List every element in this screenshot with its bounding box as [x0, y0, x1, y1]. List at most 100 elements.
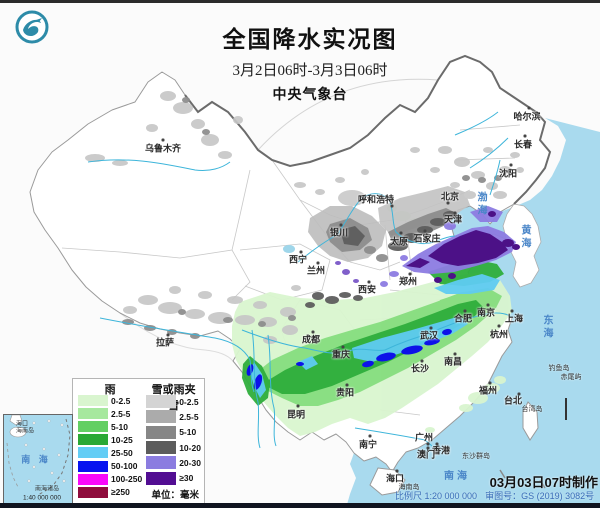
map-scale: 比例尺 1:20 000 000 — [395, 491, 478, 501]
city-dot — [429, 326, 433, 330]
legend-rain-column: 雨 0-2.5 2.5-5 5-10 10-25 25-50 50-100 100-250 ≥… — [78, 381, 142, 499]
city-label: 西宁 — [288, 254, 308, 265]
rivers — [87, 111, 513, 449]
inset-map — [4, 415, 72, 503]
island-label: 钓鱼岛 — [548, 365, 570, 372]
city-dot — [517, 392, 521, 396]
legend-swatch — [78, 421, 108, 433]
date-range: 3月2日06时-3月3日06时 — [232, 63, 388, 79]
city-dot — [166, 333, 170, 337]
city-label: 贵阳 — [335, 387, 355, 398]
city-label: 长春 — [513, 139, 533, 150]
city-label: 福州 — [478, 385, 498, 396]
city-label: 南京 — [476, 307, 496, 318]
city-dot — [395, 469, 399, 473]
legend-row: 0-2.5 — [146, 394, 201, 409]
city-dot — [341, 345, 345, 349]
city-label: 银川 — [329, 227, 349, 238]
city-dot — [509, 163, 513, 167]
city-dot — [299, 250, 303, 254]
city-dot — [368, 434, 372, 438]
map-meta: 比例尺 1:20 000 000 审图号：GS (2019) 3082号 — [395, 489, 600, 502]
city-dot — [339, 223, 343, 227]
city-dot — [399, 231, 403, 235]
island-label: 海南岛 — [398, 484, 420, 491]
legend-value: 2.5-5 — [111, 408, 131, 419]
inset-label: 海口 — [15, 421, 29, 428]
legend-snow-header: 雪或雨夹雪 — [151, 384, 196, 412]
legend-row: 10-25 — [78, 433, 142, 446]
sleet-30-layer — [406, 211, 520, 283]
city-label: 天津 — [443, 214, 463, 225]
city-label: 成都 — [301, 334, 321, 345]
legend-swatch — [146, 441, 177, 455]
taiwan-island — [522, 401, 539, 441]
city-dot — [367, 280, 371, 284]
legend-rain-header: 雨 — [104, 384, 116, 396]
legend-value: 10-25 — [111, 434, 133, 445]
island-label: 赤尾屿 — [560, 374, 582, 381]
legend-row: 50-100 — [78, 459, 142, 472]
legend-value: ≥30 — [179, 473, 194, 484]
city-label: 广州 — [414, 432, 434, 443]
city-dot — [497, 324, 501, 328]
map-approval-number: 审图号：GS (2019) 3082号 — [485, 491, 595, 501]
city-label: 太原 — [389, 236, 409, 247]
city-label: 香港 — [431, 445, 451, 456]
city-dot — [435, 442, 439, 446]
legend-swatch — [78, 447, 108, 459]
legend-value: 5-10 — [179, 427, 197, 438]
legend-row: 2.5-5 — [78, 407, 142, 420]
scs-dashes — [499, 469, 546, 489]
legend-row: 25-50 — [78, 446, 142, 459]
city-dot — [453, 352, 457, 356]
city-dot — [345, 383, 349, 387]
city-label: 南宁 — [358, 439, 378, 450]
city-label: 上海 — [504, 313, 524, 324]
hainan-island — [369, 467, 406, 496]
legend-unit: 单位：毫米 — [151, 491, 199, 501]
city-dot — [316, 261, 320, 265]
rain-50-100-layer — [246, 328, 452, 390]
bottom-bar — [0, 503, 600, 508]
city-dot — [426, 442, 430, 446]
city-dot — [446, 201, 450, 205]
city-dot — [161, 138, 165, 142]
legend-row: 20-30 — [146, 455, 201, 470]
city-label: 石家庄 — [413, 233, 441, 244]
inset-label: 南海诸岛 — [34, 486, 60, 493]
national-border — [184, 54, 552, 205]
cma-logo — [14, 9, 50, 45]
sea-label: 东 海 — [543, 315, 557, 340]
city-dot — [527, 106, 531, 110]
legend-row: 5-10 — [146, 425, 201, 440]
agency-name: 中央气象台 — [272, 86, 348, 102]
legend-row: ≥30 — [146, 470, 201, 485]
island-label: 台湾岛 — [521, 406, 543, 413]
top-bar — [0, 0, 600, 3]
legend-value: 50-100 — [111, 461, 138, 472]
city-dot — [420, 359, 424, 363]
city-dot — [390, 204, 394, 208]
south-china-sea-inset: 海口 海南岛南 海南海诸岛 1:40 000 000 — [3, 414, 73, 504]
city-label: 杭州 — [489, 329, 509, 340]
page-title: 全国降水实况图 — [222, 27, 398, 52]
legend-value: 10-20 — [179, 442, 201, 453]
legend-swatch — [146, 425, 177, 439]
legend-value: ≥250 — [111, 487, 130, 498]
legend-swatch — [78, 486, 108, 498]
city-label: 兰州 — [306, 265, 326, 276]
city-dot — [408, 272, 412, 276]
inset-label: 海南岛 — [15, 428, 35, 435]
sea-label: 南海 — [444, 470, 470, 482]
legend-row: 10-20 — [146, 440, 201, 455]
city-label: 沈阳 — [498, 168, 518, 179]
legend-value: 0-2.5 — [179, 396, 199, 407]
island-label: 东沙群岛 — [462, 453, 490, 460]
city-label: 北京 — [440, 191, 460, 202]
city-label: 武汉 — [419, 330, 439, 341]
legend-swatch — [78, 408, 108, 420]
legend-panel: 雨 0-2.5 2.5-5 5-10 10-25 25-50 50-100 100-250 ≥… — [72, 378, 205, 505]
legend-value: 25-50 — [111, 447, 133, 458]
city-label: 乌鲁木齐 — [144, 143, 182, 154]
